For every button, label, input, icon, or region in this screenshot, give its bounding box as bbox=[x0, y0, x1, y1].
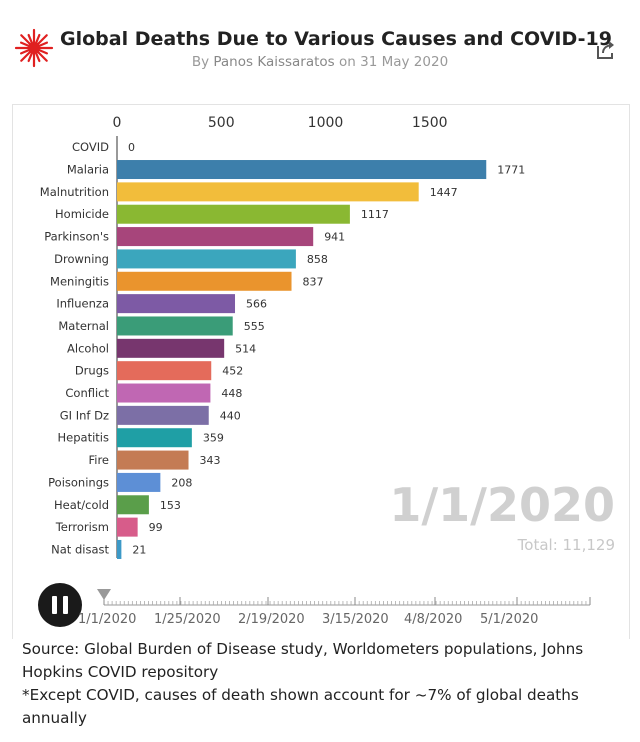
bar-value-label: 514 bbox=[235, 342, 256, 355]
bar bbox=[117, 227, 314, 247]
bar-value-label: 359 bbox=[203, 432, 224, 445]
category-label: GI Inf Dz bbox=[60, 408, 109, 422]
timeline-date-label[interactable]: 1/25/2020 bbox=[154, 612, 221, 627]
x-tick-label: 1000 bbox=[308, 115, 344, 131]
bar-value-label: 837 bbox=[303, 275, 324, 288]
category-label: Hepatitis bbox=[58, 431, 109, 445]
x-tick-label: 0 bbox=[113, 115, 122, 131]
category-label: Conflict bbox=[65, 386, 109, 400]
bar-value-label: 1117 bbox=[361, 208, 389, 221]
category-label: Influenza bbox=[56, 297, 109, 311]
byline: By Panos Kaissaratos on 31 May 2020 bbox=[60, 54, 580, 70]
timeline-date-label[interactable]: 4/8/2020 bbox=[404, 612, 463, 627]
bar bbox=[117, 249, 296, 269]
timeline-date-label[interactable]: 5/1/2020 bbox=[480, 612, 539, 627]
publish-date: 31 May 2020 bbox=[360, 54, 449, 70]
source-note: Source: Global Burden of Disease study, … bbox=[22, 640, 584, 681]
timeline-handle[interactable] bbox=[97, 589, 111, 600]
share-icon[interactable] bbox=[594, 38, 618, 62]
category-label: Alcohol bbox=[67, 341, 109, 355]
bar-value-label: 440 bbox=[220, 409, 241, 422]
author-link[interactable]: Panos Kaissaratos bbox=[213, 54, 335, 70]
bar bbox=[117, 472, 161, 492]
bar-value-label: 452 bbox=[222, 365, 243, 378]
category-label: Homicide bbox=[55, 207, 109, 221]
current-date-label: 1/1/2020 bbox=[389, 478, 615, 532]
bar-value-label: 448 bbox=[221, 387, 242, 400]
x-tick-label: 500 bbox=[208, 115, 235, 131]
footnote: *Except COVID, causes of death shown acc… bbox=[22, 686, 579, 727]
category-label: Drugs bbox=[75, 364, 109, 378]
bar-value-label: 0 bbox=[128, 141, 135, 154]
bar-value-label: 858 bbox=[307, 253, 328, 266]
bar bbox=[117, 495, 149, 515]
bar bbox=[117, 182, 419, 202]
chart-header: Global Deaths Due to Various Causes and … bbox=[0, 0, 640, 100]
bar bbox=[117, 383, 211, 403]
category-label: Meningitis bbox=[50, 274, 109, 288]
bar-chart: 0 500 1000 1500 COVID 0 Malaria 1771 Malnutritio… bbox=[40, 115, 525, 559]
category-label: Malnutrition bbox=[40, 185, 109, 199]
bar-value-label: 208 bbox=[171, 476, 192, 489]
timeline-date-label[interactable]: 3/15/2020 bbox=[322, 612, 389, 627]
pause-icon bbox=[52, 596, 57, 614]
bar bbox=[117, 539, 122, 559]
chart-title: Global Deaths Due to Various Causes and … bbox=[60, 28, 612, 50]
bar bbox=[117, 294, 236, 314]
category-label: Maternal bbox=[58, 319, 109, 333]
bar bbox=[117, 405, 209, 425]
bar-value-label: 153 bbox=[160, 499, 181, 512]
bar bbox=[117, 160, 487, 180]
category-label: Malaria bbox=[67, 163, 109, 177]
bar-value-label: 941 bbox=[324, 231, 345, 244]
bar-value-label: 21 bbox=[132, 543, 146, 556]
bar bbox=[117, 361, 212, 381]
bar bbox=[117, 271, 292, 291]
pause-button[interactable] bbox=[38, 583, 82, 627]
category-label: COVID bbox=[72, 140, 109, 154]
chart-footer: Source: Global Burden of Disease study, … bbox=[22, 638, 622, 730]
category-label: Nat disast bbox=[51, 542, 109, 556]
bar bbox=[117, 428, 192, 448]
timeline-date-label[interactable]: 1/1/2020 bbox=[78, 612, 137, 627]
byline-prefix: By bbox=[191, 54, 210, 70]
bar-value-label: 99 bbox=[149, 521, 163, 534]
category-label: Parkinson's bbox=[44, 230, 109, 244]
date-prefix: on bbox=[339, 54, 356, 70]
bar-value-label: 343 bbox=[200, 454, 221, 467]
category-label: Drowning bbox=[54, 252, 109, 266]
timeline-slider[interactable] bbox=[0, 580, 640, 632]
category-label: Terrorism bbox=[55, 520, 109, 534]
bar-value-label: 1771 bbox=[497, 164, 525, 177]
red-burst-logo-icon bbox=[14, 28, 54, 68]
bar bbox=[117, 450, 189, 470]
category-label: Poisonings bbox=[48, 475, 109, 489]
pause-icon-bar bbox=[63, 596, 68, 614]
timeline-date-label[interactable]: 2/19/2020 bbox=[238, 612, 305, 627]
category-label: Fire bbox=[88, 453, 109, 467]
bar-value-label: 555 bbox=[244, 320, 265, 333]
bar bbox=[117, 338, 225, 358]
bar bbox=[117, 204, 350, 224]
x-tick-label: 1500 bbox=[412, 115, 448, 131]
bar-value-label: 566 bbox=[246, 298, 267, 311]
total-label: Total: 11,129 bbox=[517, 536, 615, 554]
category-label: Heat/cold bbox=[54, 498, 109, 512]
bar bbox=[117, 517, 138, 537]
bar bbox=[117, 316, 233, 336]
bar-value-label: 1447 bbox=[430, 186, 458, 199]
